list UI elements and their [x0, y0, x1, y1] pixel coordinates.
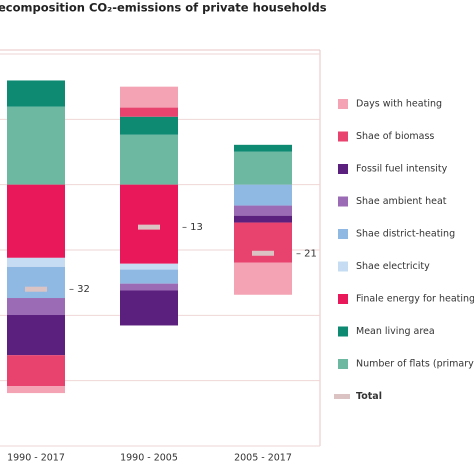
bar-segment — [120, 263, 178, 270]
legend-swatch — [338, 294, 348, 304]
bar-segment — [234, 205, 292, 216]
legend-label: Finale energy for heating pe — [356, 294, 474, 305]
bar-segment — [120, 283, 178, 291]
legend-label: Shae district-heating — [356, 229, 455, 240]
total-label: – 32 — [69, 284, 90, 295]
legend-swatch — [338, 164, 348, 174]
legend-swatch — [338, 359, 348, 369]
bar-segment — [7, 106, 65, 185]
legend-label: Mean living area — [356, 326, 435, 337]
legend-label: Shae electricity — [356, 261, 430, 272]
legend-label: Total — [356, 391, 382, 402]
total-marker — [25, 286, 47, 292]
bar-segment — [120, 116, 178, 135]
legend-label: Days with heating — [356, 99, 442, 110]
legend-swatch — [338, 326, 348, 337]
bar-segment — [234, 151, 292, 185]
bar-segment — [120, 290, 178, 326]
bar-segment — [7, 257, 65, 267]
bar-segment — [234, 262, 292, 295]
bar-segment — [120, 184, 178, 264]
bar-segment — [7, 80, 65, 107]
bar-segment — [120, 107, 178, 117]
legend-swatch — [338, 196, 348, 207]
bar-segment — [234, 144, 292, 152]
legend-label: Number of flats (primary res — [356, 359, 474, 370]
legend-swatch — [338, 261, 348, 272]
chart-title: ecomposition CO₂-emissions of private ho… — [0, 1, 327, 15]
x-tick-label: 1990 - 2017 — [7, 453, 65, 464]
bar-segment — [7, 266, 65, 299]
bar-segment — [120, 269, 178, 284]
bar-segment — [7, 355, 65, 387]
legend-label: Shae of biomass — [356, 131, 434, 142]
legend-swatch — [338, 229, 348, 239]
legend-swatch — [338, 99, 348, 109]
legend-swatch — [338, 131, 348, 142]
bar-segment — [234, 184, 292, 206]
legend-label: Fossil fuel intensity — [356, 164, 448, 175]
total-label: – 13 — [182, 222, 203, 233]
bar-segment — [234, 215, 292, 223]
x-tick-label: 1990 - 2005 — [120, 453, 178, 464]
legend-label: Shae ambient heat — [356, 196, 447, 207]
bar-segment — [120, 134, 178, 185]
bar-segment — [7, 184, 65, 258]
x-tick-label: 2005 - 2017 — [234, 453, 292, 464]
bar-segment — [120, 86, 178, 108]
total-marker — [252, 250, 274, 256]
total-label: – 21 — [296, 248, 317, 259]
bar-segment — [7, 315, 65, 356]
legend-swatch — [334, 394, 350, 399]
total-marker — [138, 224, 160, 230]
bar-segment — [7, 298, 65, 316]
bar-segment — [234, 222, 292, 263]
bar-segment — [7, 386, 65, 394]
